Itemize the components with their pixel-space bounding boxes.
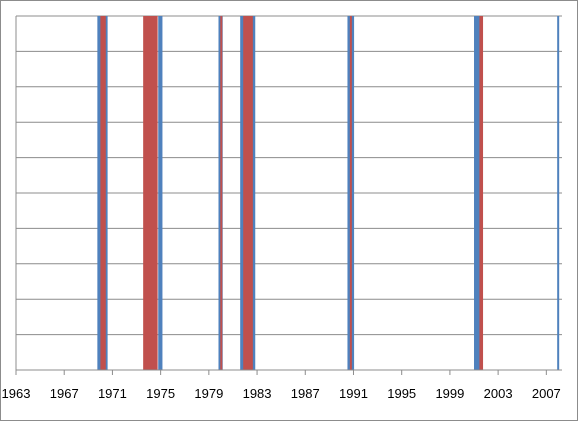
x-tick-label: 1979 (194, 386, 223, 401)
period-bar-series-1 (474, 16, 481, 370)
x-tick-label: 1991 (339, 386, 368, 401)
period-bar-series-2 (479, 16, 484, 370)
period-bar-series-2 (220, 16, 223, 370)
x-tick-label: 1987 (291, 386, 320, 401)
x-tick-label: 1999 (435, 386, 464, 401)
period-bar-series-2 (243, 16, 253, 370)
period-bar-series-1 (158, 16, 163, 370)
x-tick-label: 2003 (484, 386, 513, 401)
period-bar-series-2 (349, 16, 352, 370)
period-bar-series-1 (557, 16, 560, 370)
period-bar-series-2 (143, 16, 158, 370)
x-axis: 1963 1967 1971 1975 1979 1983 1987 1991 1995 1999… (2, 369, 562, 401)
x-tick-label: 1967 (50, 386, 79, 401)
x-tick-label: 2007 (532, 386, 561, 401)
x-tick-label: 1983 (243, 386, 272, 401)
x-tick-label: 1995 (387, 386, 416, 401)
x-tick-label: 1975 (146, 386, 175, 401)
x-tick-label: 1963 (2, 386, 31, 401)
period-bar-series-2 (100, 16, 106, 370)
period-bars (97, 16, 560, 370)
x-tick-label: 1971 (98, 386, 127, 401)
